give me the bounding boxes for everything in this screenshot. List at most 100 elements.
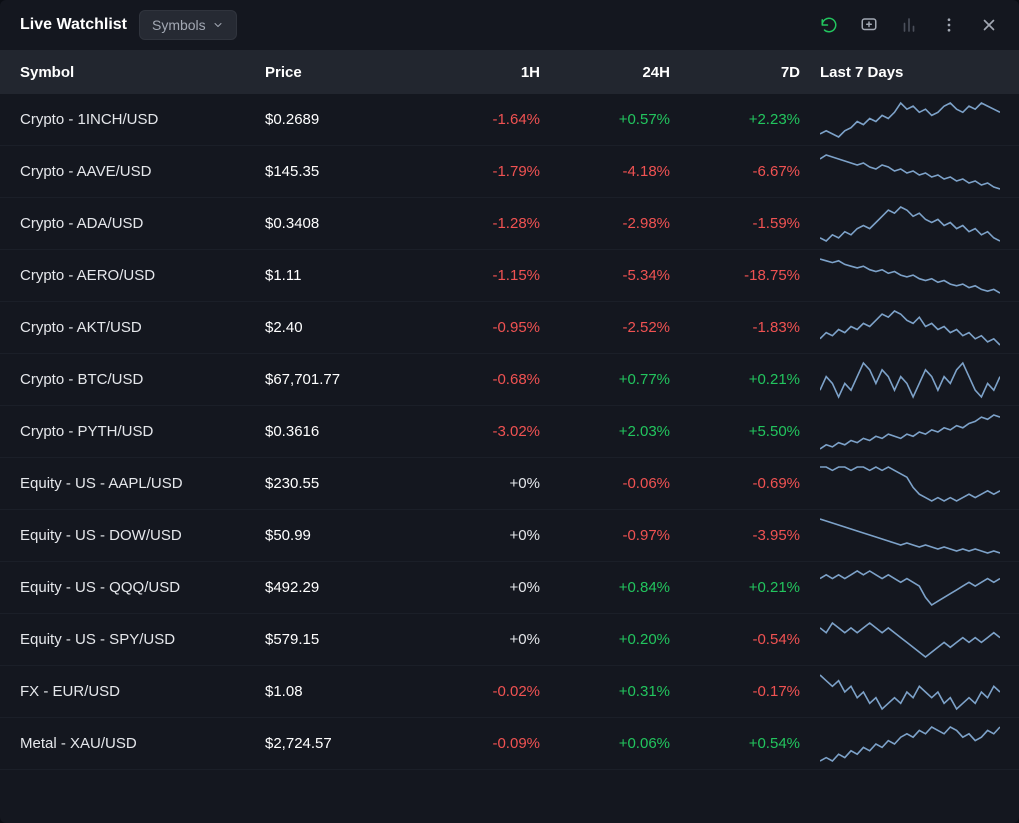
cell-sparkline bbox=[810, 516, 1010, 556]
chevron-down-icon bbox=[212, 19, 224, 31]
cell-24h: -5.34% bbox=[550, 267, 680, 284]
cell-price: $0.3616 bbox=[265, 423, 420, 440]
cell-price: $0.2689 bbox=[265, 111, 420, 128]
cell-7d: -1.59% bbox=[680, 215, 810, 232]
cell-sparkline bbox=[810, 620, 1010, 660]
cell-24h: -2.98% bbox=[550, 215, 680, 232]
table-row[interactable]: Crypto - BTC/USD$67,701.77-0.68%+0.77%+0… bbox=[0, 354, 1019, 406]
cell-7d: +0.21% bbox=[680, 371, 810, 388]
cell-7d: -1.83% bbox=[680, 319, 810, 336]
cell-symbol: Metal - XAU/USD bbox=[20, 735, 265, 752]
toolbar: Live Watchlist Symbols bbox=[0, 10, 1019, 50]
sparkline-chart bbox=[820, 568, 1000, 608]
cell-symbol: Crypto - AERO/USD bbox=[20, 267, 265, 284]
col-price[interactable]: Price bbox=[265, 64, 420, 81]
cell-price: $2,724.57 bbox=[265, 735, 420, 752]
cell-price: $1.08 bbox=[265, 683, 420, 700]
symbols-dropdown-label: Symbols bbox=[152, 17, 206, 33]
bar-chart-icon bbox=[900, 16, 918, 34]
sparkline-chart bbox=[820, 724, 1000, 764]
cell-sparkline bbox=[810, 256, 1010, 296]
cell-sparkline bbox=[810, 464, 1010, 504]
table-row[interactable]: Equity - US - DOW/USD$50.99+0%-0.97%-3.9… bbox=[0, 510, 1019, 562]
table-row[interactable]: Crypto - 1INCH/USD$0.2689-1.64%+0.57%+2.… bbox=[0, 94, 1019, 146]
table-row[interactable]: Equity - US - AAPL/USD$230.55+0%-0.06%-0… bbox=[0, 458, 1019, 510]
cell-symbol: FX - EUR/USD bbox=[20, 683, 265, 700]
cell-1h: +0% bbox=[420, 475, 550, 492]
symbols-dropdown[interactable]: Symbols bbox=[139, 10, 237, 40]
close-icon bbox=[980, 16, 998, 34]
sparkline-chart bbox=[820, 672, 1000, 712]
sparkline-chart bbox=[820, 256, 1000, 296]
panel-title: Live Watchlist bbox=[20, 16, 127, 34]
col-last7[interactable]: Last 7 Days bbox=[810, 64, 1010, 81]
col-1h[interactable]: 1H bbox=[420, 64, 550, 81]
table-row[interactable]: Equity - US - SPY/USD$579.15+0%+0.20%-0.… bbox=[0, 614, 1019, 666]
table-row[interactable]: FX - EUR/USD$1.08-0.02%+0.31%-0.17% bbox=[0, 666, 1019, 718]
cell-24h: -0.97% bbox=[550, 527, 680, 544]
cell-24h: +0.57% bbox=[550, 111, 680, 128]
cell-price: $1.11 bbox=[265, 267, 420, 284]
table-row[interactable]: Crypto - PYTH/USD$0.3616-3.02%+2.03%+5.5… bbox=[0, 406, 1019, 458]
table-row[interactable]: Crypto - AKT/USD$2.40-0.95%-2.52%-1.83% bbox=[0, 302, 1019, 354]
table-row[interactable]: Crypto - AAVE/USD$145.35-1.79%-4.18%-6.6… bbox=[0, 146, 1019, 198]
col-symbol[interactable]: Symbol bbox=[20, 64, 265, 81]
cell-24h: +2.03% bbox=[550, 423, 680, 440]
chart-button[interactable] bbox=[895, 11, 923, 39]
cell-sparkline bbox=[810, 672, 1010, 712]
cell-1h: -0.68% bbox=[420, 371, 550, 388]
cell-1h: -1.79% bbox=[420, 163, 550, 180]
cell-7d: -6.67% bbox=[680, 163, 810, 180]
sparkline-chart bbox=[820, 620, 1000, 660]
cell-7d: +0.54% bbox=[680, 735, 810, 752]
cell-symbol: Crypto - AAVE/USD bbox=[20, 163, 265, 180]
cell-7d: -18.75% bbox=[680, 267, 810, 284]
cell-symbol: Equity - US - SPY/USD bbox=[20, 631, 265, 648]
cell-1h: -0.95% bbox=[420, 319, 550, 336]
table-row[interactable]: Crypto - ADA/USD$0.3408-1.28%-2.98%-1.59… bbox=[0, 198, 1019, 250]
cell-symbol: Equity - US - QQQ/USD bbox=[20, 579, 265, 596]
sparkline-chart bbox=[820, 204, 1000, 244]
cell-1h: +0% bbox=[420, 527, 550, 544]
cell-24h: +0.06% bbox=[550, 735, 680, 752]
sparkline-chart bbox=[820, 412, 1000, 452]
cell-24h: +0.77% bbox=[550, 371, 680, 388]
cell-1h: -1.64% bbox=[420, 111, 550, 128]
col-7d[interactable]: 7D bbox=[680, 64, 810, 81]
table-header: Symbol Price 1H 24H 7D Last 7 Days bbox=[0, 50, 1019, 94]
more-menu-button[interactable] bbox=[935, 11, 963, 39]
table-row[interactable]: Metal - XAU/USD$2,724.57-0.09%+0.06%+0.5… bbox=[0, 718, 1019, 770]
sparkline-chart bbox=[820, 464, 1000, 504]
col-24h[interactable]: 24H bbox=[550, 64, 680, 81]
cell-7d: -3.95% bbox=[680, 527, 810, 544]
add-symbol-button[interactable] bbox=[855, 11, 883, 39]
close-button[interactable] bbox=[975, 11, 1003, 39]
cell-price: $492.29 bbox=[265, 579, 420, 596]
cell-sparkline bbox=[810, 100, 1010, 140]
cell-24h: +0.31% bbox=[550, 683, 680, 700]
refresh-icon bbox=[820, 16, 838, 34]
sparkline-chart bbox=[820, 308, 1000, 348]
cell-price: $2.40 bbox=[265, 319, 420, 336]
sparkline-chart bbox=[820, 516, 1000, 556]
cell-7d: +2.23% bbox=[680, 111, 810, 128]
cell-1h: -1.28% bbox=[420, 215, 550, 232]
cell-sparkline bbox=[810, 724, 1010, 764]
table-row[interactable]: Crypto - AERO/USD$1.11-1.15%-5.34%-18.75… bbox=[0, 250, 1019, 302]
add-comment-icon bbox=[860, 16, 878, 34]
cell-symbol: Crypto - ADA/USD bbox=[20, 215, 265, 232]
cell-price: $145.35 bbox=[265, 163, 420, 180]
cell-sparkline bbox=[810, 308, 1010, 348]
cell-1h: -3.02% bbox=[420, 423, 550, 440]
cell-sparkline bbox=[810, 412, 1010, 452]
table-row[interactable]: Equity - US - QQQ/USD$492.29+0%+0.84%+0.… bbox=[0, 562, 1019, 614]
cell-sparkline bbox=[810, 360, 1010, 400]
cell-price: $50.99 bbox=[265, 527, 420, 544]
watchlist-panel: Live Watchlist Symbols Symbol Price 1H 2… bbox=[0, 0, 1019, 823]
cell-price: $230.55 bbox=[265, 475, 420, 492]
sparkline-chart bbox=[820, 100, 1000, 140]
cell-sparkline bbox=[810, 568, 1010, 608]
table-body: Crypto - 1INCH/USD$0.2689-1.64%+0.57%+2.… bbox=[0, 94, 1019, 770]
cell-24h: -0.06% bbox=[550, 475, 680, 492]
refresh-button[interactable] bbox=[815, 11, 843, 39]
